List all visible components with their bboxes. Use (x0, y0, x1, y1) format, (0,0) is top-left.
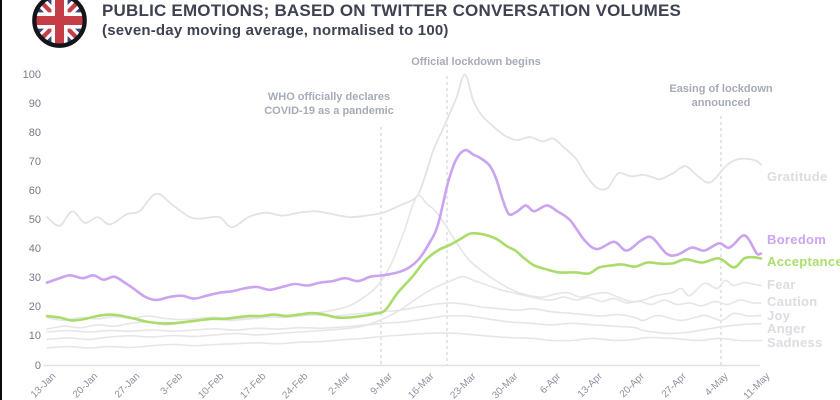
y-tick-label-70: 70 (28, 155, 41, 168)
series-line-caution (46, 275, 762, 341)
annotation-who-line: COVID-19 as a pandemic (264, 105, 394, 117)
y-tick-label-60: 60 (28, 184, 41, 197)
y-tick-label-80: 80 (28, 126, 41, 139)
series-label-acceptance: Acceptance (767, 254, 840, 269)
annotation-lockdown-line: Official lockdown begins (411, 56, 541, 68)
series-label-boredom: Boredom (767, 232, 827, 247)
annotation-who-line: WHO officially declares (267, 91, 391, 103)
y-tick-label-100: 100 (22, 68, 41, 81)
series-label-caution: Caution (767, 294, 818, 309)
y-tick-label-0: 0 (34, 359, 41, 372)
series-label-anger: Anger (767, 321, 807, 336)
chart-title: PUBLIC EMOTIONS; BASED ON TWITTER CONVER… (102, 1, 682, 20)
annotation-who: WHO officially declares COVID-19 as a pan… (264, 90, 394, 118)
series-label-fear: Fear (767, 277, 796, 292)
series-line-joy (46, 302, 762, 322)
uk-flag-icon (32, 0, 87, 48)
series-label-gratitude: Gratitude (767, 169, 828, 184)
annotation-easing-line: announced (691, 97, 751, 109)
y-tick-label-50: 50 (28, 214, 41, 226)
annotation-lockdown: Official lockdown begins (411, 55, 541, 69)
y-tick-label-90: 90 (28, 97, 41, 110)
y-tick-label-10: 10 (28, 330, 41, 343)
annotation-easing-line: Easing of lockdown (669, 83, 773, 95)
y-tick-label-40: 40 (28, 243, 41, 256)
series-label-joy: Joy (767, 308, 791, 323)
series-line-anger (46, 314, 762, 335)
series-line-gratitude (46, 73, 762, 229)
y-tick-label-30: 30 (28, 272, 41, 285)
chart-subtitle: (seven-day moving average, normalised to… (102, 22, 449, 39)
series-label-sadness: Sadness (767, 335, 823, 350)
series-line-acceptance (45, 231, 763, 325)
series-line-sadness (46, 332, 762, 349)
annotation-easing: Easing of lockdown announced (669, 82, 772, 110)
y-tick-label-20: 20 (28, 301, 41, 314)
series-line-boredom (45, 148, 763, 302)
